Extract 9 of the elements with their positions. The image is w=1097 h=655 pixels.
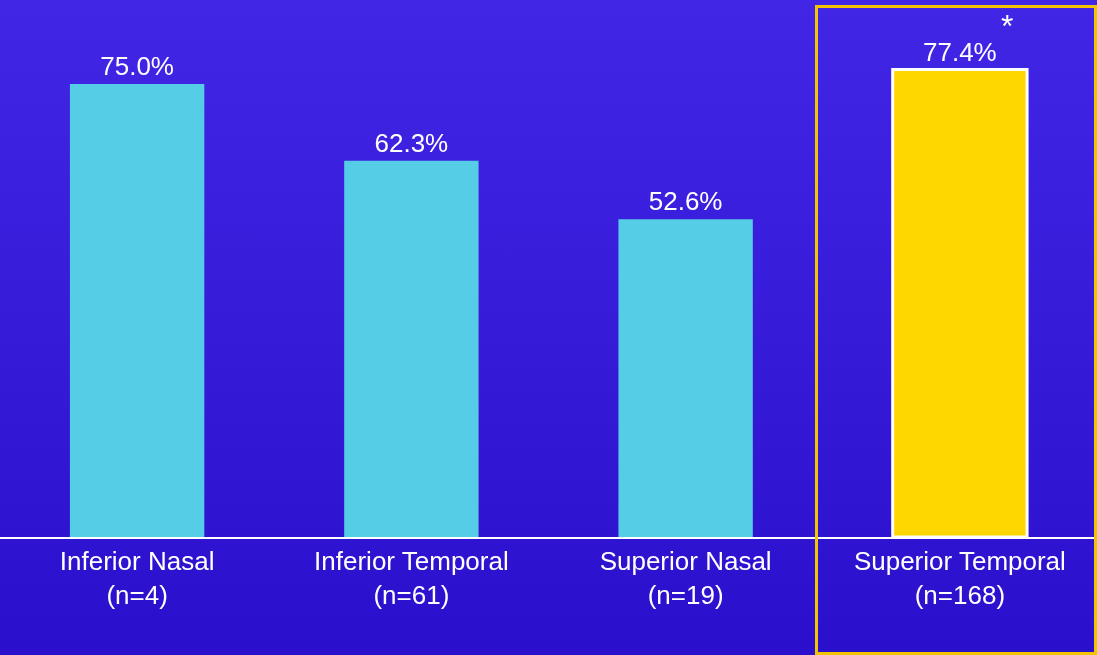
- x-tick-label: Inferior Temporal (n=61): [314, 546, 509, 610]
- data-label: 62.3%: [374, 127, 449, 158]
- data-label: 52.6%: [648, 186, 723, 217]
- data-label: 75.0%: [100, 51, 174, 82]
- x-tick-label: Superior Nasal (n=19): [599, 546, 772, 610]
- x-tick-label: Superior Temporal (n=168): [853, 546, 1066, 610]
- data-label: 77.4%: [923, 36, 997, 67]
- text: *: [1001, 8, 1014, 44]
- x-tick-label: Inferior Nasal (n=4): [59, 546, 215, 610]
